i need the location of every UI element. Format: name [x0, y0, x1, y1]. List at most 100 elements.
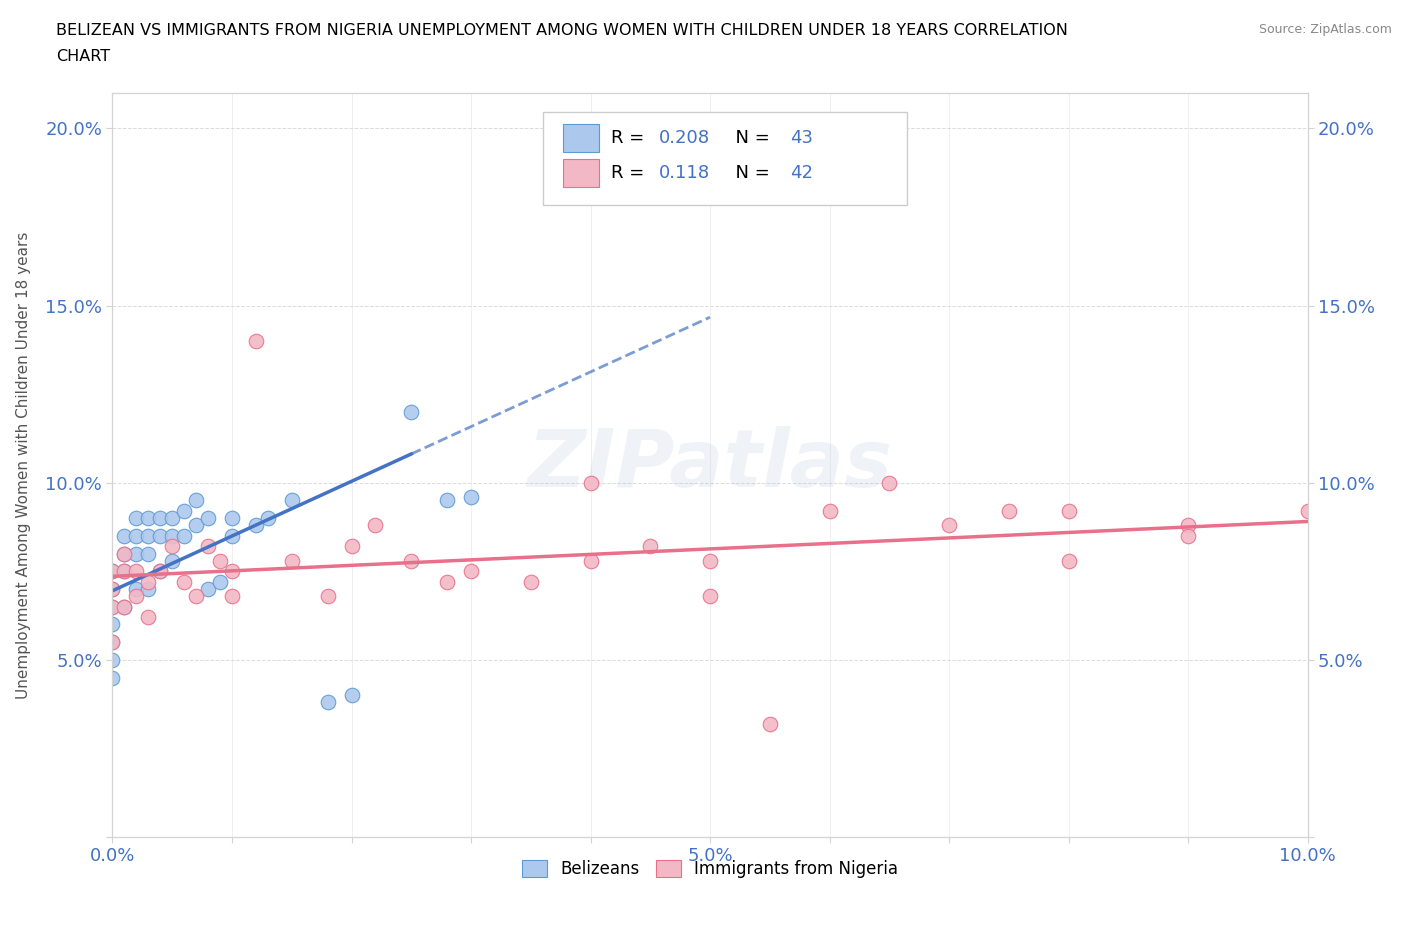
Point [998, 504, 1021, 519]
Point [138, 511, 160, 525]
Point [173, 528, 195, 543]
Y-axis label: Unemployment Among Women with Children Under 18 years: Unemployment Among Women with Children U… [17, 232, 31, 698]
Point [699, 135, 721, 150]
Point [316, 589, 339, 604]
Point [316, 695, 339, 710]
Point [138, 528, 160, 543]
Point [101, 634, 124, 649]
Text: 43: 43 [790, 128, 813, 147]
Point [209, 553, 232, 568]
Point [221, 589, 243, 604]
Point [114, 564, 135, 578]
Point [221, 564, 243, 578]
Point [138, 546, 160, 561]
Text: Source: ZipAtlas.com: Source: ZipAtlas.com [1258, 23, 1392, 36]
Point [1057, 504, 1080, 519]
FancyBboxPatch shape [562, 159, 599, 188]
Point [1177, 518, 1199, 533]
Point [257, 511, 280, 525]
Point [125, 546, 148, 561]
Point [125, 564, 148, 578]
Point [520, 575, 543, 590]
Point [101, 581, 124, 596]
Point [340, 688, 363, 703]
Point [759, 716, 782, 731]
Point [101, 564, 124, 578]
Point [209, 575, 232, 590]
Point [197, 539, 219, 554]
Point [125, 528, 148, 543]
Point [101, 564, 124, 578]
Point [125, 511, 148, 525]
Point [436, 575, 458, 590]
Text: R =: R = [610, 165, 655, 182]
Point [162, 511, 183, 525]
Point [114, 546, 135, 561]
Point [114, 599, 135, 614]
Point [281, 493, 304, 508]
Point [938, 518, 960, 533]
Point [245, 334, 267, 349]
Point [149, 528, 172, 543]
Point [101, 599, 124, 614]
Point [186, 518, 208, 533]
FancyBboxPatch shape [562, 124, 599, 152]
Text: CHART: CHART [56, 49, 110, 64]
Text: BELIZEAN VS IMMIGRANTS FROM NIGERIA UNEMPLOYMENT AMONG WOMEN WITH CHILDREN UNDER: BELIZEAN VS IMMIGRANTS FROM NIGERIA UNEM… [56, 23, 1069, 38]
Point [699, 553, 721, 568]
Point [1177, 528, 1199, 543]
Text: N =: N = [724, 128, 776, 147]
Point [138, 575, 160, 590]
Point [579, 553, 602, 568]
Point [101, 581, 124, 596]
Point [460, 489, 482, 504]
Point [149, 564, 172, 578]
Point [162, 528, 183, 543]
Point [699, 589, 721, 604]
Text: R =: R = [610, 128, 650, 147]
Point [114, 546, 135, 561]
FancyBboxPatch shape [543, 112, 907, 205]
Point [401, 553, 423, 568]
Point [114, 599, 135, 614]
Point [173, 504, 195, 519]
Point [186, 589, 208, 604]
Point [640, 539, 662, 554]
Point [579, 475, 602, 490]
Point [114, 528, 135, 543]
Point [221, 511, 243, 525]
Point [1296, 504, 1319, 519]
Point [221, 528, 243, 543]
Point [1057, 553, 1080, 568]
Text: 42: 42 [790, 165, 813, 182]
Point [101, 653, 124, 668]
Text: 0.208: 0.208 [658, 128, 710, 147]
Point [340, 539, 363, 554]
Point [879, 475, 901, 490]
Point [101, 671, 124, 685]
Point [114, 564, 135, 578]
Point [173, 575, 195, 590]
Point [125, 589, 148, 604]
Point [162, 539, 183, 554]
Point [364, 518, 387, 533]
Point [125, 581, 148, 596]
Legend: Belizeans, Immigrants from Nigeria: Belizeans, Immigrants from Nigeria [515, 853, 905, 884]
Point [138, 610, 160, 625]
Point [162, 553, 183, 568]
Point [101, 599, 124, 614]
Point [197, 581, 219, 596]
Point [818, 504, 841, 519]
Text: N =: N = [724, 165, 776, 182]
Point [197, 511, 219, 525]
Point [281, 553, 304, 568]
Point [186, 493, 208, 508]
Point [401, 405, 423, 419]
Point [138, 581, 160, 596]
Point [245, 518, 267, 533]
Text: ZIPatlas: ZIPatlas [527, 426, 893, 504]
Point [436, 493, 458, 508]
Point [460, 564, 482, 578]
Point [101, 634, 124, 649]
Point [101, 617, 124, 631]
